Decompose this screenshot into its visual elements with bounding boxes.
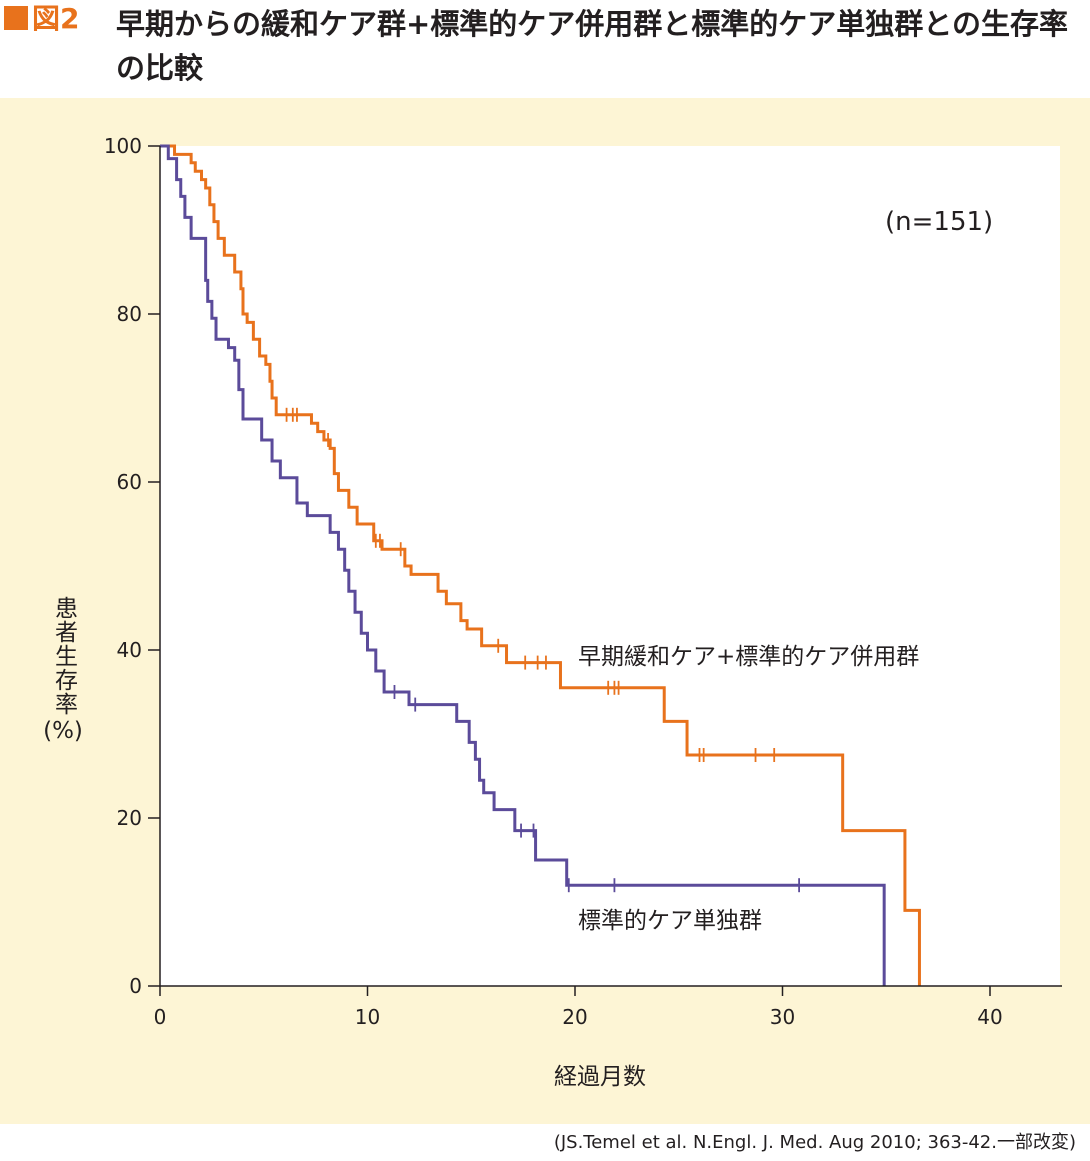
figure-marker-square bbox=[4, 6, 28, 30]
y-axis-label-text: 患者生存率 bbox=[50, 596, 77, 716]
y-axis-label: 患者生存率 (%) bbox=[30, 596, 96, 745]
axes-layer: 0 10 20 30 40 0 20 40 60 80 100 bbox=[104, 134, 1062, 1029]
survival-curve-1 bbox=[160, 144, 886, 986]
x-tick-label: 40 bbox=[977, 1005, 1002, 1029]
y-tick-label: 40 bbox=[117, 638, 142, 662]
x-tick-label: 0 bbox=[154, 1005, 167, 1029]
series-0 bbox=[160, 144, 921, 986]
y-tick-label: 60 bbox=[117, 470, 142, 494]
series-layer bbox=[160, 144, 921, 986]
series-label-standard-care: 標準的ケア単独群 bbox=[578, 908, 762, 934]
series-1 bbox=[160, 144, 886, 986]
x-tick-label: 10 bbox=[355, 1005, 380, 1029]
source-citation: (JS.Temel et al. N.Engl. J. Med. Aug 201… bbox=[553, 1132, 1076, 1153]
figure-title: 早期からの緩和ケア群+標準的ケア併用群と標準的ケア単独群との生存率の比較 bbox=[116, 7, 1069, 85]
x-tick-label: 20 bbox=[562, 1005, 587, 1029]
y-tick-label: 100 bbox=[104, 134, 142, 158]
y-axis-label-unit: (%) bbox=[43, 718, 83, 744]
figure-number: 図2 bbox=[32, 2, 80, 35]
x-tick-label: 30 bbox=[770, 1005, 795, 1029]
chart-panel: 0 10 20 30 40 0 20 40 60 80 100 (n=151) 早期緩和ケア+標準的… bbox=[0, 98, 1090, 1124]
survival-chart: 0 10 20 30 40 0 20 40 60 80 100 (n=151) 早期緩和ケア+標準的… bbox=[104, 134, 1062, 1090]
survival-curve-0 bbox=[160, 144, 921, 986]
x-axis-label: 経過月数 bbox=[554, 1064, 646, 1090]
plot-area bbox=[160, 146, 1060, 986]
y-tick-label: 0 bbox=[129, 974, 142, 998]
y-tick-label: 80 bbox=[117, 302, 142, 326]
sample-size-annotation: (n=151) bbox=[885, 207, 993, 237]
series-label-combined-care: 早期緩和ケア+標準的ケア併用群 bbox=[578, 644, 919, 670]
y-tick-label: 20 bbox=[117, 806, 142, 830]
figure-header: 図2 早期からの緩和ケア群+標準的ケア併用群と標準的ケア単独群との生存率の比較 bbox=[0, 0, 1090, 98]
